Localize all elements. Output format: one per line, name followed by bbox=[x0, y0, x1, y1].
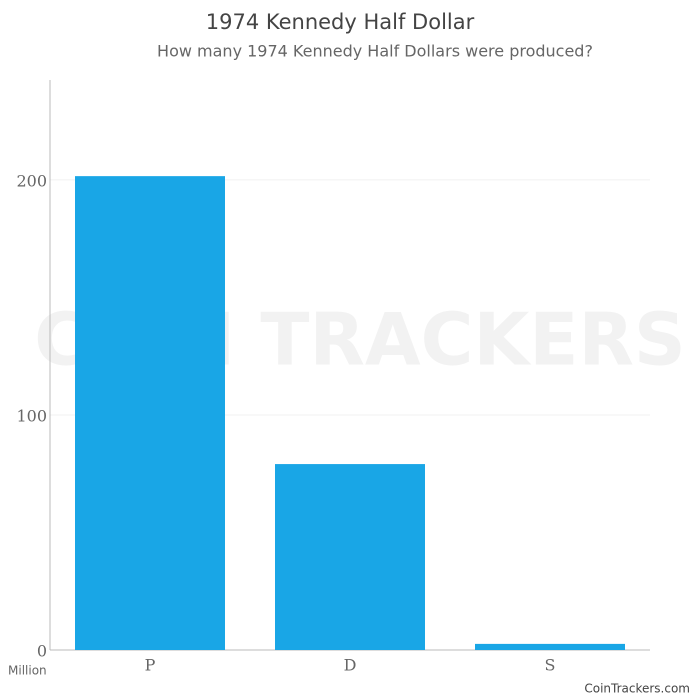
credit: CoinTrackers.com bbox=[584, 682, 690, 696]
y-tick-label: 200 bbox=[16, 171, 47, 190]
bar bbox=[475, 643, 625, 650]
y-tick-label: 0 bbox=[37, 642, 47, 661]
x-tick-label: P bbox=[145, 656, 156, 675]
bar bbox=[275, 464, 425, 650]
bar bbox=[75, 176, 225, 650]
chart-title: 1974 Kennedy Half Dollar bbox=[206, 10, 475, 34]
x-tick-label: D bbox=[344, 656, 357, 675]
chart-subtitle: How many 1974 Kennedy Half Dollars were … bbox=[157, 42, 593, 61]
y-tick-label: 100 bbox=[16, 406, 47, 425]
x-tick-label: S bbox=[545, 656, 556, 675]
y-unit: Million bbox=[8, 664, 47, 678]
